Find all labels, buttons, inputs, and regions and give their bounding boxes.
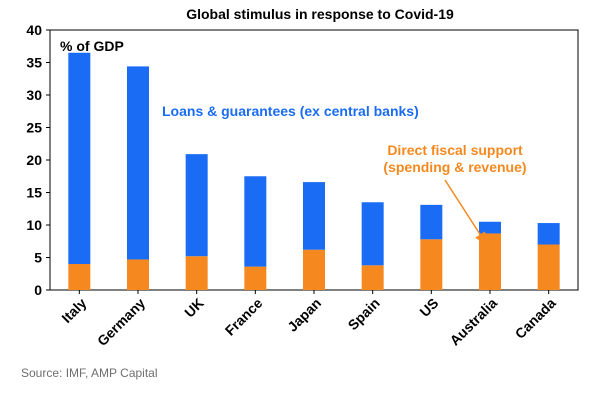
- source-note: Source: IMF, AMP Capital: [21, 366, 158, 380]
- y-tick-label: 30: [26, 87, 42, 103]
- bar-loans-guarantees-uk: [185, 154, 208, 257]
- x-tick-label: Japan: [284, 295, 324, 335]
- y-tick-label: 0: [34, 282, 42, 298]
- bar-loans-guarantees-spain: [361, 202, 384, 266]
- bar-direct-fiscal-us: [420, 239, 443, 290]
- y-tick-label: 35: [26, 55, 42, 71]
- bar-loans-guarantees-france: [244, 176, 267, 267]
- x-tick-label: Italy: [58, 295, 89, 326]
- x-tick-label: Canada: [512, 295, 559, 342]
- bar-direct-fiscal-japan: [303, 249, 325, 290]
- bar-direct-fiscal-canada: [537, 244, 560, 290]
- x-tick-label: Germany: [94, 295, 148, 349]
- legend-label-direct-fiscal-line2: (spending & revenue): [383, 159, 526, 175]
- x-tick-label: UK: [181, 295, 207, 321]
- legend-label-loans-guarantees: Loans & guarantees (ex central banks): [162, 103, 419, 119]
- bar-direct-fiscal-spain: [361, 265, 384, 290]
- y-tick-label: 10: [26, 217, 42, 233]
- y-tick-label: 25: [26, 120, 42, 136]
- y-tick-label: 20: [26, 152, 42, 168]
- x-tick-label: US: [416, 295, 441, 320]
- x-tick-label: Spain: [345, 295, 383, 333]
- chart-title: Global stimulus in response to Covid-19: [186, 6, 454, 22]
- bar-loans-guarantees-italy: [68, 52, 91, 264]
- legend-label-direct-fiscal-line1: Direct fiscal support: [387, 142, 523, 158]
- y-tick-label: 40: [26, 22, 42, 38]
- bar-direct-fiscal-australia: [479, 233, 501, 290]
- bar-loans-guarantees-us: [420, 204, 443, 240]
- bar-loans-guarantees-canada: [537, 223, 560, 245]
- bar-loans-guarantees-australia: [479, 221, 501, 234]
- bar-direct-fiscal-germany: [127, 259, 149, 290]
- bar-loans-guarantees-japan: [303, 182, 325, 250]
- x-tick-label: Australia: [446, 295, 500, 349]
- bar-loans-guarantees-germany: [127, 66, 149, 260]
- y-tick-label: 5: [34, 250, 42, 266]
- y-axis-label: % of GDP: [60, 38, 124, 54]
- bar-direct-fiscal-italy: [68, 264, 91, 290]
- annotation-arrow: [444, 179, 487, 245]
- y-tick-label: 15: [26, 185, 42, 201]
- x-tick-label: France: [222, 295, 266, 339]
- bar-direct-fiscal-france: [244, 266, 267, 290]
- bar-direct-fiscal-uk: [185, 256, 208, 290]
